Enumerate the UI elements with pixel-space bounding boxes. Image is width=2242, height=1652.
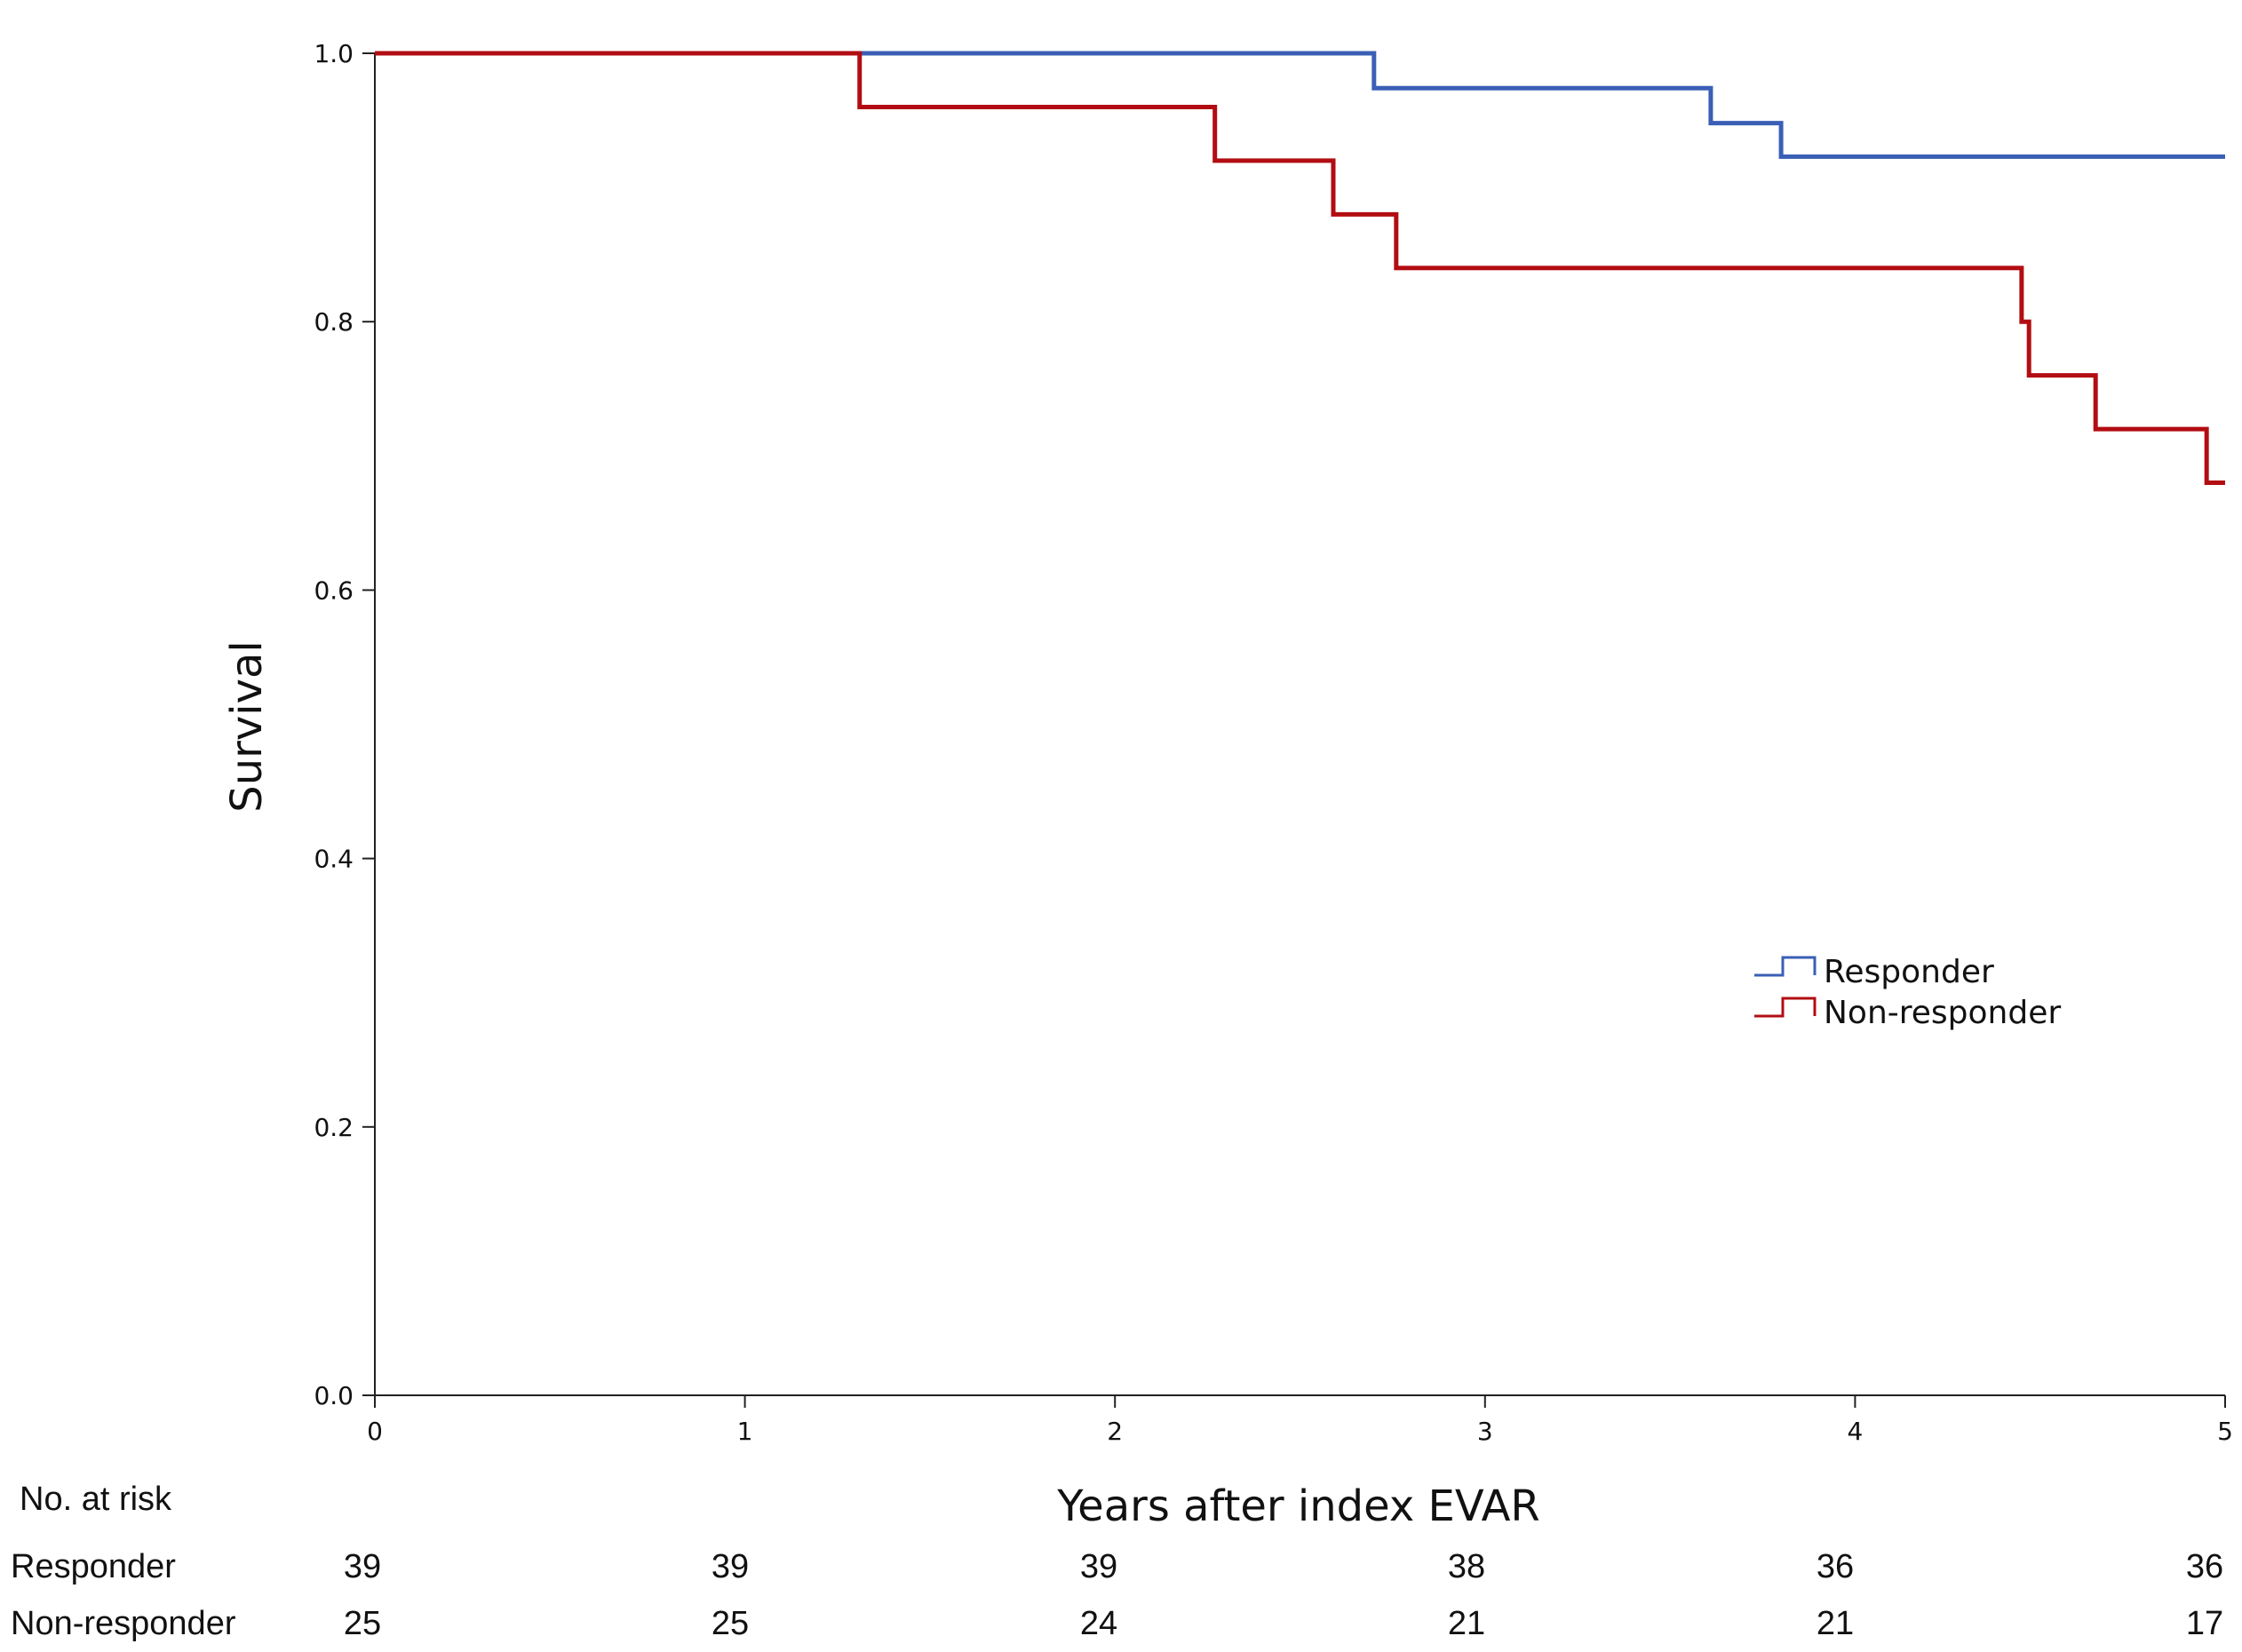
y-tick-label: 1.0 bbox=[314, 39, 354, 68]
risk-value: 39 bbox=[344, 1548, 381, 1585]
x-tick-label: 4 bbox=[1847, 1417, 1863, 1446]
risk-value: 25 bbox=[712, 1605, 749, 1642]
risk-value: 36 bbox=[2186, 1548, 2223, 1585]
risk-value: 38 bbox=[1448, 1548, 1485, 1585]
risk-value: 39 bbox=[1080, 1548, 1117, 1585]
legend: Responder Non-responder bbox=[1754, 954, 2061, 1031]
risk-value: 36 bbox=[1817, 1548, 1854, 1585]
x-tick-label: 5 bbox=[2217, 1417, 2233, 1446]
y-tick-label: 0.8 bbox=[314, 307, 354, 337]
risk-row-label: Non-responder bbox=[11, 1605, 236, 1642]
risk-value: 25 bbox=[344, 1605, 381, 1642]
x-tick-label: 2 bbox=[1107, 1417, 1123, 1446]
risk-table: No. at risk Responder 39 39 39 38 36 36 Non-resp… bbox=[11, 1481, 2223, 1642]
risk-value: 17 bbox=[2186, 1605, 2223, 1642]
risk-value: 21 bbox=[1817, 1605, 1854, 1642]
x-tick-label: 0 bbox=[367, 1417, 383, 1446]
legend-label: Responder bbox=[1824, 954, 1994, 990]
legend-swatch bbox=[1754, 997, 1817, 1018]
risk-value: 39 bbox=[712, 1548, 749, 1585]
x-ticks: 0 1 2 3 4 5 bbox=[367, 1395, 2233, 1446]
y-tick-label: 0.2 bbox=[314, 1113, 354, 1142]
y-tick-label: 0.6 bbox=[314, 576, 354, 605]
legend-swatch bbox=[1754, 956, 1817, 977]
series-line-responder bbox=[375, 51, 2225, 159]
series bbox=[375, 51, 2225, 486]
risk-value: 24 bbox=[1080, 1605, 1117, 1642]
y-axis-title: Survival bbox=[222, 640, 272, 813]
y-ticks: 0.0 0.2 0.4 0.6 0.8 1.0 bbox=[314, 39, 375, 1410]
y-tick-label: 0.0 bbox=[314, 1381, 354, 1410]
x-axis-title: Years after index EVAR bbox=[1056, 1481, 1540, 1531]
x-tick-label: 3 bbox=[1477, 1417, 1493, 1446]
series-line-non-responder bbox=[375, 51, 2225, 486]
y-tick-label: 0.4 bbox=[314, 845, 354, 874]
risk-table-title: No. at risk bbox=[20, 1481, 172, 1518]
risk-value: 21 bbox=[1448, 1605, 1485, 1642]
axes bbox=[374, 53, 2225, 1396]
legend-label: Non-responder bbox=[1824, 995, 2061, 1031]
x-tick-label: 1 bbox=[737, 1417, 753, 1446]
risk-row-label: Responder bbox=[11, 1548, 176, 1585]
